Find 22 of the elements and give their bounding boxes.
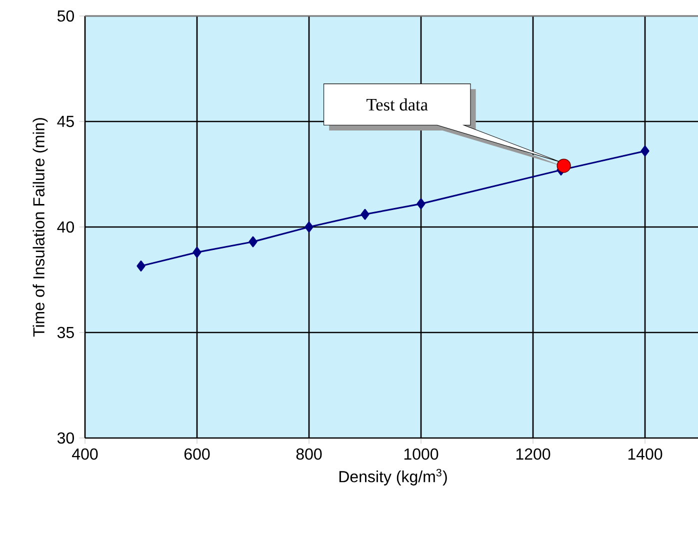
y-tick-label: 40 [57, 221, 74, 233]
y-tick-label: 35 [57, 326, 74, 338]
y-tick-label: 45 [57, 116, 74, 128]
x-axis-title: Density (kg/m$^{3}$) [339, 468, 447, 486]
x-tick-label: 1200 [516, 448, 550, 460]
x-tick-label: 600 [184, 448, 210, 460]
x-tick-label: 800 [296, 448, 322, 460]
y-tick-label: 50 [57, 10, 74, 22]
point [136, 260, 146, 272]
point [192, 246, 202, 258]
point [416, 198, 426, 210]
x-tick-label: 1000 [404, 448, 438, 460]
point [640, 146, 650, 156]
y-axis-title: Time of Insulation Failure (min) [32, 118, 48, 337]
annotation: Test data [366, 98, 428, 111]
point [556, 158, 571, 173]
point [304, 222, 314, 232]
y-tick-label: 30 [57, 432, 74, 444]
x-tick-label: 400 [72, 448, 98, 460]
x-tick-label: 1400 [628, 448, 662, 460]
point [248, 236, 258, 248]
point [360, 208, 370, 220]
